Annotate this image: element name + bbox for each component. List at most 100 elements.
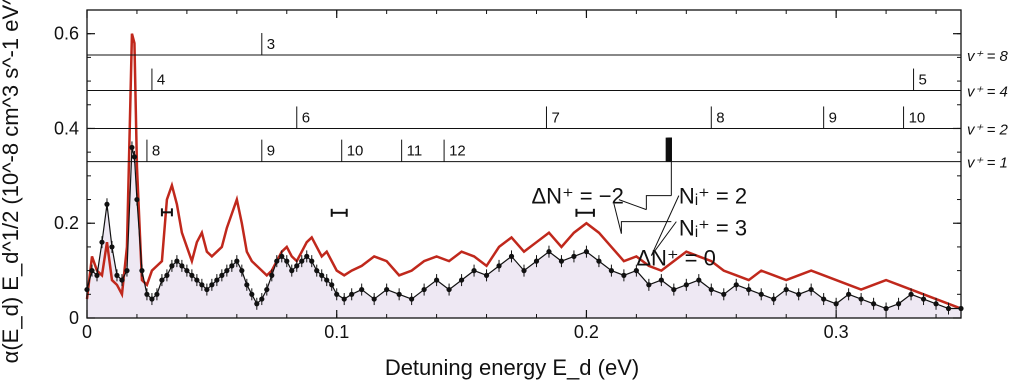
ladder-n-label: 10 xyxy=(909,109,926,126)
experiment-point xyxy=(496,263,502,269)
experiment-point xyxy=(244,282,250,288)
experiment-point xyxy=(546,249,552,255)
experiment-point xyxy=(314,268,320,274)
theory-line xyxy=(85,33,962,310)
bracket-ni3 xyxy=(620,221,672,234)
ladder-n-label: 6 xyxy=(302,109,310,126)
experiment-point xyxy=(558,258,565,264)
experiment-point xyxy=(434,277,440,283)
experiment-point xyxy=(783,286,789,293)
experiment-point xyxy=(239,268,245,274)
annotation-delta_minus2: ΔN⁺ = −2 xyxy=(531,184,623,209)
experiment-point xyxy=(708,286,714,293)
x-tick-label: 0.1 xyxy=(324,322,349,342)
experiment-point xyxy=(583,249,590,255)
experiment-point xyxy=(458,277,465,283)
experiment-point xyxy=(696,277,702,283)
experiment-point xyxy=(746,286,752,293)
annotation-ni3: Nᵢ⁺ = 3 xyxy=(679,216,747,241)
experiment-point xyxy=(264,286,270,293)
experiment-point xyxy=(808,286,814,293)
ladder-n-label: 8 xyxy=(716,109,724,126)
experiment-point xyxy=(309,258,315,264)
plot-frame xyxy=(86,9,962,319)
experiment-point xyxy=(199,282,205,288)
arrow-delta0 xyxy=(650,195,680,256)
experiment-point xyxy=(883,305,889,312)
experiment-point xyxy=(895,301,902,307)
y-tick-label: 0.4 xyxy=(54,118,79,138)
experiment-point xyxy=(409,296,415,302)
experiment-point xyxy=(533,258,540,264)
experiment-point xyxy=(621,272,627,278)
experiment-point xyxy=(299,258,305,264)
experiment-point xyxy=(933,301,939,307)
ladder-n-label: 7 xyxy=(551,109,559,126)
ladder-n-label: 5 xyxy=(919,72,927,89)
experiment-point xyxy=(129,144,135,151)
experiment-point xyxy=(274,258,280,264)
experiment-point xyxy=(733,282,739,288)
experiment-point xyxy=(871,301,877,307)
arrow-delta-minus2 xyxy=(618,199,647,211)
experiment-point xyxy=(658,277,664,283)
experiment-point xyxy=(396,291,402,297)
experiment-point xyxy=(89,268,95,274)
experiment-point xyxy=(224,268,230,274)
experiment-point xyxy=(119,277,125,283)
y-tick-label: 0 xyxy=(69,308,79,328)
y-axis-title: α(E_d) E_d^1/2 (10^-8 cm^3 s^-1 eV^1/2) xyxy=(0,0,23,363)
experiment-point xyxy=(683,282,689,288)
experiment-point xyxy=(259,296,265,302)
experiment-point xyxy=(571,253,577,259)
experiment-point xyxy=(384,286,390,293)
experiment-point xyxy=(304,253,310,259)
experiment-point xyxy=(189,272,195,278)
experiment-point xyxy=(134,196,140,203)
vibrational-level-label: v⁺ = 4 xyxy=(967,84,1008,101)
experiment-point xyxy=(908,291,914,297)
experiment-point xyxy=(359,286,365,293)
experiment-point xyxy=(169,263,175,269)
experiment-point xyxy=(124,268,130,274)
experiment-point xyxy=(204,286,210,293)
experiment-point xyxy=(771,296,777,302)
experiment-point xyxy=(421,286,427,293)
experiment-point xyxy=(184,268,190,274)
experiment-point xyxy=(608,268,615,274)
experiment-point xyxy=(144,291,150,297)
ladder-n-label: 11 xyxy=(407,143,423,160)
experiment-point xyxy=(633,268,639,274)
experiment-point xyxy=(858,296,864,302)
experiment-point xyxy=(521,268,527,274)
experiment-point xyxy=(846,291,852,297)
experiment-point xyxy=(483,272,490,278)
experiment-point xyxy=(154,291,160,297)
experiment-point xyxy=(596,258,602,264)
experiment-point xyxy=(269,272,275,278)
arrow-delta0b xyxy=(650,221,677,256)
experiment-point xyxy=(796,291,802,297)
experiment-point xyxy=(334,291,340,297)
experiment-point xyxy=(319,272,325,278)
experiment-point xyxy=(149,296,155,302)
experiment-point xyxy=(508,253,515,259)
experiment-point xyxy=(833,301,839,307)
experiment-point xyxy=(920,296,927,302)
vibrational-level-label: v⁺ = 2 xyxy=(967,121,1009,138)
experiment-point xyxy=(349,291,355,297)
experiment-point xyxy=(109,244,115,250)
experiment-point xyxy=(214,277,220,283)
experiment-point xyxy=(159,277,165,283)
experiment-fill xyxy=(87,147,961,318)
vibrational-level-label: v⁺ = 1 xyxy=(967,155,1008,172)
experiment-point xyxy=(284,258,290,264)
experiment-point xyxy=(139,268,145,274)
ladder-n-label: 9 xyxy=(829,109,837,126)
experiment-point xyxy=(179,263,185,269)
bracket-ni2 xyxy=(645,195,672,210)
experiment-point xyxy=(646,282,652,288)
experiment-point xyxy=(371,296,377,302)
experiment-point xyxy=(229,263,235,269)
